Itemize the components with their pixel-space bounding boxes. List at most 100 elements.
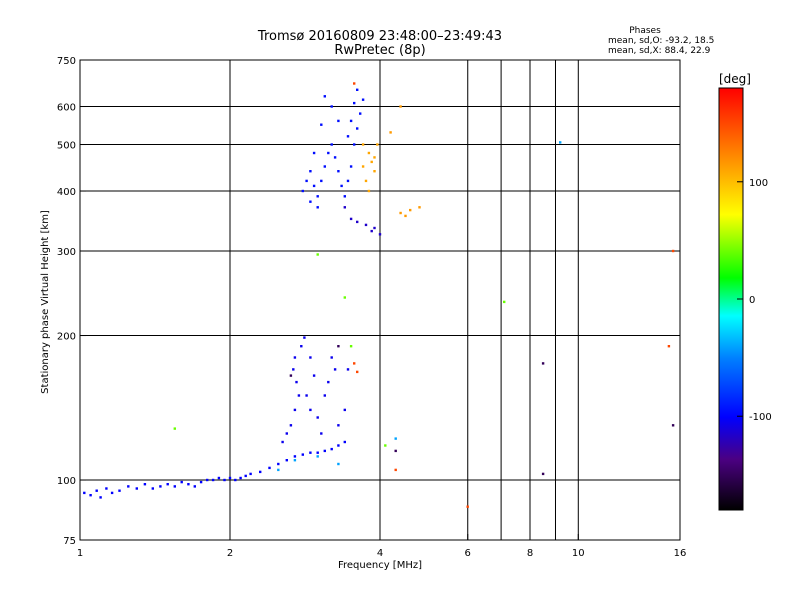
y-tick-label: 600 bbox=[57, 103, 76, 114]
data-point bbox=[559, 141, 562, 144]
data-point bbox=[293, 455, 297, 458]
chart-subtitle: RwPretec (8p) bbox=[334, 43, 425, 58]
data-point bbox=[312, 374, 316, 377]
y-tick-label: 100 bbox=[57, 476, 76, 487]
data-point bbox=[316, 455, 319, 458]
data-point bbox=[330, 143, 333, 146]
data-point bbox=[323, 394, 326, 397]
data-point bbox=[378, 233, 382, 236]
data-point bbox=[337, 119, 340, 123]
data-point bbox=[316, 195, 319, 198]
y-tick-label: 300 bbox=[57, 247, 76, 258]
data-points bbox=[83, 82, 675, 508]
data-point bbox=[309, 451, 312, 454]
data-point bbox=[503, 300, 506, 304]
x-axis: 1 2 4 6 8 10 16 bbox=[77, 534, 686, 559]
y-tick-label: 750 bbox=[57, 56, 76, 67]
data-point bbox=[349, 217, 353, 221]
data-point bbox=[159, 485, 162, 488]
data-point bbox=[353, 362, 356, 365]
data-point bbox=[671, 249, 675, 253]
chart-title: Tromsø 20160809 23:48:00–23:49:43 bbox=[257, 29, 502, 44]
data-point bbox=[309, 200, 312, 203]
data-point bbox=[305, 394, 308, 397]
data-point bbox=[259, 470, 262, 474]
data-point bbox=[404, 214, 407, 218]
data-point bbox=[303, 336, 306, 339]
colorbar: [deg] 100 0 -100 bbox=[718, 72, 772, 511]
y-axis-label: Stationary phase Virtual Height [km] bbox=[40, 210, 51, 394]
data-point bbox=[320, 432, 323, 435]
data-point bbox=[399, 105, 402, 108]
data-point bbox=[211, 478, 215, 482]
data-point bbox=[300, 345, 303, 348]
y-tick-label: 400 bbox=[57, 187, 76, 198]
data-point bbox=[309, 170, 312, 173]
data-point bbox=[671, 424, 675, 427]
data-point bbox=[320, 123, 323, 126]
data-point bbox=[356, 220, 359, 224]
data-point bbox=[312, 151, 316, 155]
data-point bbox=[293, 459, 297, 462]
data-point bbox=[323, 95, 326, 98]
data-point bbox=[110, 491, 114, 495]
data-point bbox=[409, 208, 412, 212]
data-point bbox=[301, 453, 304, 456]
data-point bbox=[301, 189, 304, 193]
data-point bbox=[295, 380, 298, 384]
data-point bbox=[95, 489, 98, 492]
data-point bbox=[268, 466, 271, 470]
data-point bbox=[343, 206, 346, 209]
data-point bbox=[281, 440, 284, 444]
data-point bbox=[309, 408, 312, 412]
data-point bbox=[346, 179, 350, 183]
x-tick-label: 6 bbox=[465, 548, 471, 559]
data-point bbox=[285, 459, 288, 462]
x-tick-label: 8 bbox=[527, 548, 533, 559]
data-point bbox=[316, 451, 319, 454]
data-point bbox=[289, 424, 293, 427]
data-point bbox=[244, 474, 247, 478]
data-point bbox=[346, 368, 350, 371]
x-tick-label: 2 bbox=[227, 548, 233, 559]
y-tick-label: 500 bbox=[57, 141, 76, 152]
data-point bbox=[394, 437, 397, 440]
y-tick-label: 75 bbox=[63, 536, 76, 547]
y-tick-label: 200 bbox=[57, 332, 76, 343]
data-point bbox=[323, 165, 326, 168]
data-point bbox=[312, 184, 316, 188]
data-point bbox=[376, 143, 379, 146]
data-point bbox=[297, 394, 301, 397]
phase-stats-o: mean, sd,O: -93.2, 18.5 bbox=[608, 36, 714, 46]
data-point bbox=[166, 483, 169, 486]
data-point bbox=[373, 170, 376, 173]
data-point bbox=[399, 211, 402, 215]
data-point bbox=[309, 356, 312, 359]
data-point bbox=[343, 408, 346, 412]
data-point bbox=[337, 170, 340, 173]
data-point bbox=[373, 156, 376, 159]
x-tick-label: 4 bbox=[377, 548, 383, 559]
data-point bbox=[173, 485, 176, 488]
data-point bbox=[337, 424, 340, 427]
data-point bbox=[173, 427, 176, 430]
data-point bbox=[356, 88, 359, 91]
data-point bbox=[239, 476, 242, 480]
data-point bbox=[277, 468, 280, 472]
x-tick-label: 1 bbox=[77, 548, 83, 559]
phase-stats-x: mean, sd,X: 88.4, 22.9 bbox=[608, 46, 711, 56]
data-point bbox=[285, 432, 288, 435]
grid-lines bbox=[80, 60, 680, 540]
data-point bbox=[370, 229, 373, 233]
data-point bbox=[367, 151, 371, 155]
data-point bbox=[353, 143, 356, 146]
data-point bbox=[199, 480, 203, 484]
data-point bbox=[305, 179, 308, 183]
data-point bbox=[337, 462, 340, 466]
data-point bbox=[541, 472, 545, 476]
data-point bbox=[394, 468, 397, 472]
data-point bbox=[330, 105, 333, 108]
data-point bbox=[323, 449, 326, 453]
data-point bbox=[364, 223, 368, 227]
